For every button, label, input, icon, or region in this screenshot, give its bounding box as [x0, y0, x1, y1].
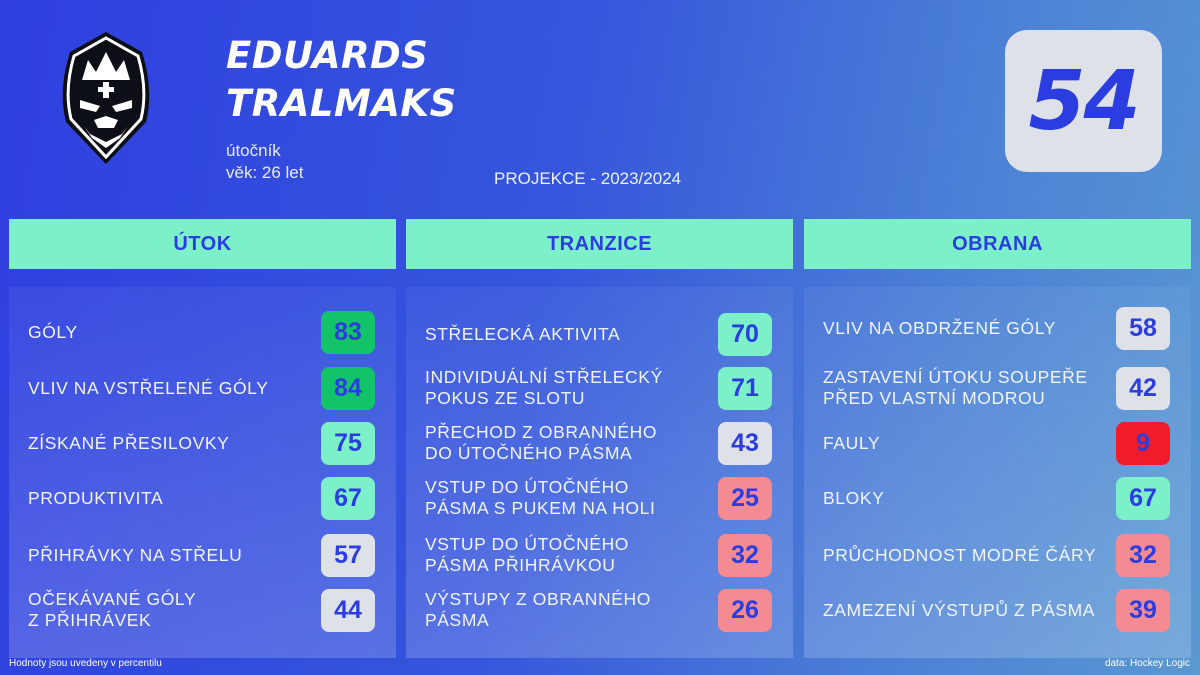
- metric-label: PRŮCHODNOST MODRÉ ČÁRY: [823, 544, 1097, 565]
- footer-source: data: Hockey Logic: [1104, 658, 1190, 669]
- metric-row: ZASTAVENÍ ÚTOKU SOUPEŘE PŘED VLASTNÍ MOD…: [804, 365, 1191, 411]
- metric-value: 43: [718, 421, 772, 465]
- metric-value: 71: [718, 366, 772, 410]
- metric-row: VSTUP DO ÚTOČNÉHO PÁSMA PŘIHRÁVKOU 32: [406, 532, 793, 578]
- panel-header-tranzice: TRANZICE: [406, 219, 793, 269]
- metric-label: VSTUP DO ÚTOČNÉHO PÁSMA PŘIHRÁVKOU: [425, 534, 630, 575]
- metric-value: 58: [1116, 306, 1170, 350]
- metric-row: STŘELECKÁ AKTIVITA 70: [406, 311, 793, 357]
- metric-label: STŘELECKÁ AKTIVITA: [425, 323, 621, 344]
- metric-value: 32: [718, 533, 772, 577]
- panel-header-utok: ÚTOK: [9, 219, 396, 269]
- panel-body-utok: GÓLY 83 VLIV NA VSTŘELENÉ GÓLY 84 ZÍSKAN…: [9, 287, 396, 658]
- panel-tranzice: TRANZICE STŘELECKÁ AKTIVITA 70 INDIVIDUÁ…: [406, 219, 793, 658]
- panel-body-tranzice: STŘELECKÁ AKTIVITA 70 INDIVIDUÁLNÍ STŘEL…: [406, 287, 793, 658]
- metric-label: ZASTAVENÍ ÚTOKU SOUPEŘE PŘED VLASTNÍ MOD…: [823, 367, 1088, 408]
- metric-value: 83: [321, 310, 375, 354]
- metric-label: ZAMEZENÍ VÝSTUPŮ Z PÁSMA: [823, 599, 1096, 620]
- metric-value: 32: [1116, 533, 1170, 577]
- metric-row: PŘIHRÁVKY NA STŘELU 57: [9, 532, 396, 578]
- metric-label: VSTUP DO ÚTOČNÉHO PÁSMA S PUKEM NA HOLI: [425, 477, 656, 518]
- metric-label: VÝSTUPY Z OBRANNÉHO PÁSMA: [425, 589, 651, 630]
- panel-obrana: OBRANA VLIV NA OBDRŽENÉ GÓLY 58 ZASTAVEN…: [804, 219, 1191, 658]
- metric-row: GÓLY 83: [9, 309, 396, 355]
- metric-label: INDIVIDUÁLNÍ STŘELECKÝ POKUS ZE SLOTU: [425, 367, 663, 408]
- overall-rating-badge: 54: [1005, 30, 1162, 172]
- metric-label: VLIV NA OBDRŽENÉ GÓLY: [823, 317, 1057, 338]
- metric-value: 9: [1116, 421, 1170, 465]
- metric-row: VSTUP DO ÚTOČNÉHO PÁSMA S PUKEM NA HOLI …: [406, 475, 793, 521]
- crowned-knight-head-icon: [62, 32, 150, 164]
- metric-label: ZÍSKANÉ PŘESILOVKY: [28, 432, 230, 453]
- team-logo: [56, 30, 156, 166]
- metric-row: VÝSTUPY Z OBRANNÉHO PÁSMA 26: [406, 587, 793, 633]
- player-name: EDUARDS TRALMAKS: [226, 32, 457, 128]
- panel-utok: ÚTOK GÓLY 83 VLIV NA VSTŘELENÉ GÓLY 84 Z…: [9, 219, 396, 658]
- metric-label: GÓLY: [28, 321, 78, 342]
- metric-label: PRODUKTIVITA: [28, 487, 164, 508]
- player-first-name: EDUARDS: [226, 34, 429, 77]
- metric-value: 67: [321, 476, 375, 520]
- metric-value: 39: [1116, 588, 1170, 632]
- panel-header-obrana: OBRANA: [804, 219, 1191, 269]
- metric-row: PRŮCHODNOST MODRÉ ČÁRY 32: [804, 532, 1191, 578]
- metric-row: FAULY 9: [804, 420, 1191, 466]
- metric-value: 44: [321, 588, 375, 632]
- panel-body-obrana: VLIV NA OBDRŽENÉ GÓLY 58 ZASTAVENÍ ÚTOKU…: [804, 287, 1191, 658]
- metric-value: 26: [718, 588, 772, 632]
- player-last-name: TRALMAKS: [226, 82, 457, 125]
- season-label: PROJEKCE - 2023/2024: [494, 169, 682, 188]
- metric-label: PŘECHOD Z OBRANNÉHO DO ÚTOČNÉHO PÁSMA: [425, 422, 658, 463]
- metric-label: FAULY: [823, 432, 881, 453]
- metric-label: VLIV NA VSTŘELENÉ GÓLY: [28, 377, 269, 398]
- metric-value: 75: [321, 421, 375, 465]
- player-age: věk: 26 let: [226, 163, 304, 182]
- player-position: útočník: [226, 141, 281, 160]
- metric-row: ZÍSKANÉ PŘESILOVKY 75: [9, 420, 396, 466]
- metric-row: BLOKY 67: [804, 475, 1191, 521]
- metric-row: PŘECHOD Z OBRANNÉHO DO ÚTOČNÉHO PÁSMA 43: [406, 420, 793, 466]
- metric-label: PŘIHRÁVKY NA STŘELU: [28, 544, 243, 565]
- metric-label: BLOKY: [823, 487, 885, 508]
- metric-label: OČEKÁVANÉ GÓLY Z PŘIHRÁVEK: [28, 589, 197, 630]
- metric-row: VLIV NA OBDRŽENÉ GÓLY 58: [804, 305, 1191, 351]
- metric-row: VLIV NA VSTŘELENÉ GÓLY 84: [9, 365, 396, 411]
- metric-row: PRODUKTIVITA 67: [9, 475, 396, 521]
- metric-value: 25: [718, 476, 772, 520]
- metric-row: INDIVIDUÁLNÍ STŘELECKÝ POKUS ZE SLOTU 71: [406, 365, 793, 411]
- metric-value: 84: [321, 366, 375, 410]
- footer-note: Hodnoty jsou uvedeny v percentilu: [9, 658, 162, 669]
- metric-value: 42: [1116, 366, 1170, 410]
- metric-row: OČEKÁVANÉ GÓLY Z PŘIHRÁVEK 44: [9, 587, 396, 633]
- metric-value: 67: [1116, 476, 1170, 520]
- overall-rating-value: 54: [1028, 53, 1140, 149]
- metric-row: ZAMEZENÍ VÝSTUPŮ Z PÁSMA 39: [804, 587, 1191, 633]
- metric-value: 70: [718, 312, 772, 356]
- metric-value: 57: [321, 533, 375, 577]
